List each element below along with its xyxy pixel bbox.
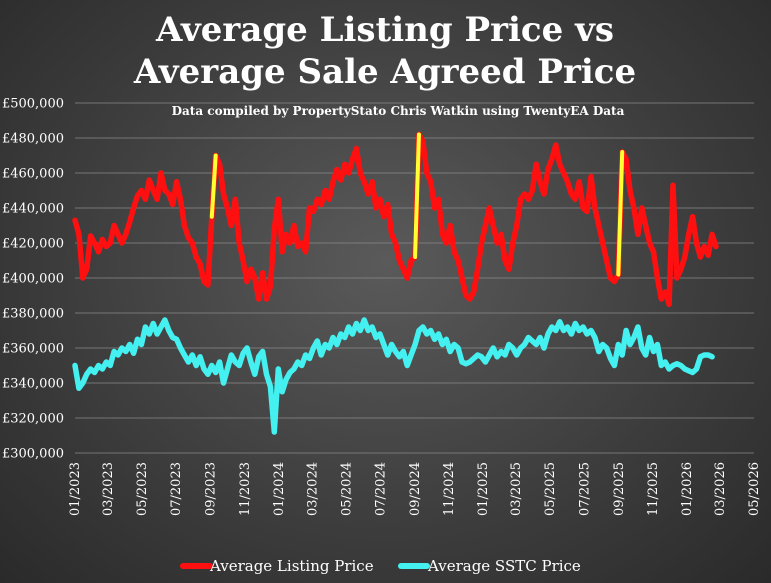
x-tick-label: 01/2023 xyxy=(68,462,83,516)
x-tick-label: 11/2023 xyxy=(238,462,253,516)
highlight-segments xyxy=(209,132,625,277)
x-tick-label: 03/2025 xyxy=(509,462,524,516)
y-tick-label: £360,000 xyxy=(2,342,64,357)
legend-entry-listing[interactable]: Average Listing Price xyxy=(180,557,374,575)
x-tick-label: 09/2024 xyxy=(408,462,423,516)
y-tick-label: £380,000 xyxy=(2,307,64,322)
highlight-segment xyxy=(616,150,625,277)
x-tick-label: 03/2026 xyxy=(713,462,728,516)
y-tick-label: £420,000 xyxy=(2,237,64,252)
legend-label-listing: Average Listing Price xyxy=(209,557,374,575)
x-tick-label: 11/2025 xyxy=(646,462,661,516)
chart-subtitle: Data compiled by PropertyStato Chris Wat… xyxy=(172,104,625,118)
legend-entry-sstc[interactable]: Average SSTC Price xyxy=(398,557,581,575)
chart-title-line-1: Average Listing Price vs xyxy=(155,10,614,50)
y-tick-label: £500,000 xyxy=(2,97,64,112)
chart-title-line-2: Average Sale Agreed Price xyxy=(133,52,636,92)
x-tick-label: 09/2025 xyxy=(612,462,627,516)
y-tick-label: £340,000 xyxy=(2,377,64,392)
x-tick-label: 01/2024 xyxy=(272,462,287,516)
x-tick-label: 01/2026 xyxy=(680,462,695,516)
legend: Average Listing Price Average SSTC Price xyxy=(180,557,581,575)
x-tick-label: 05/2023 xyxy=(135,462,150,516)
legend-label-sstc: Average SSTC Price xyxy=(427,557,581,575)
y-tick-label: £400,000 xyxy=(2,272,64,287)
x-axis-ticks: 01/2023 03/2023 05/2023 07/2023 09/2023 11/20… xyxy=(68,462,762,516)
y-axis-ticks: £300,000 £320,000 £340,000 £360,000 £380,000… xyxy=(2,97,64,462)
x-tick-label: 01/2025 xyxy=(476,462,491,516)
series-line-sstc-price xyxy=(72,317,715,435)
x-tick-label: 07/2023 xyxy=(169,462,184,516)
y-tick-label: £440,000 xyxy=(2,202,64,217)
x-tick-label: 09/2023 xyxy=(204,462,219,516)
x-tick-label: 05/2024 xyxy=(339,462,354,516)
highlight-segment xyxy=(413,132,421,259)
series-lines xyxy=(72,131,719,435)
y-tick-label: £480,000 xyxy=(2,132,64,147)
x-tick-label: 07/2025 xyxy=(577,462,592,516)
highlight-segment xyxy=(209,153,218,219)
x-tick-label: 05/2026 xyxy=(747,462,762,516)
series-line-listing-price xyxy=(72,131,719,308)
x-tick-label: 05/2025 xyxy=(543,462,558,516)
y-tick-label: £320,000 xyxy=(2,412,64,427)
y-tick-label: £460,000 xyxy=(2,167,64,182)
x-tick-label: 11/2024 xyxy=(442,462,457,516)
x-tick-label: 07/2024 xyxy=(373,462,388,516)
grid-lines xyxy=(75,102,754,454)
x-tick-label: 03/2024 xyxy=(305,462,320,516)
x-tick-label: 03/2023 xyxy=(101,462,116,516)
y-tick-label: £300,000 xyxy=(2,447,64,462)
